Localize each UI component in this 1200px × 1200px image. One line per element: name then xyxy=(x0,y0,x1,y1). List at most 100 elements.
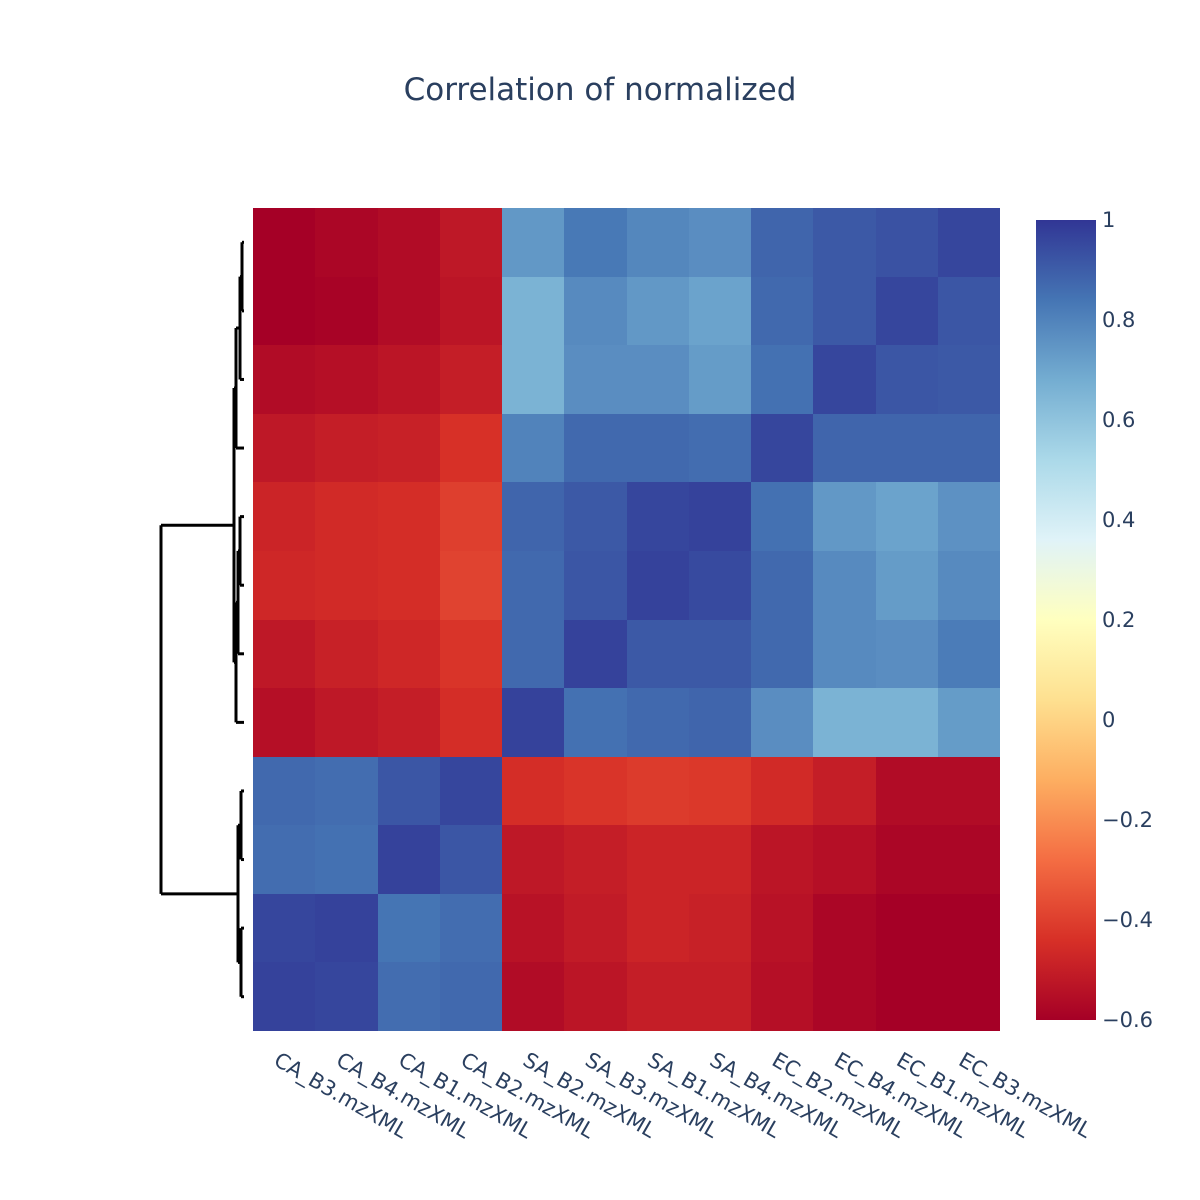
heatmap-cell xyxy=(689,688,751,757)
heatmap-cell xyxy=(751,277,813,345)
heatmap-cell xyxy=(813,894,876,962)
heatmap-cell xyxy=(751,757,813,825)
heatmap-cell xyxy=(253,825,315,894)
heatmap-cell xyxy=(378,894,440,962)
heatmap-cell xyxy=(502,551,564,620)
heatmap-cell xyxy=(813,345,876,414)
heatmap-cell xyxy=(315,825,378,894)
heatmap-cell xyxy=(564,620,627,688)
heatmap-cell xyxy=(440,825,502,894)
heatmap-cell xyxy=(813,620,876,688)
heatmap-cell xyxy=(627,208,689,277)
heatmap-cell xyxy=(938,482,1000,551)
heatmap-cell xyxy=(440,894,502,962)
heatmap-cell xyxy=(253,277,315,345)
heatmap-cell xyxy=(564,962,627,1031)
heatmap-cell xyxy=(253,962,315,1031)
heatmap-cell xyxy=(751,208,813,277)
heatmap-cell xyxy=(876,757,938,825)
heatmap-cell xyxy=(689,277,751,345)
heatmap-cell xyxy=(813,757,876,825)
heatmap-cell xyxy=(689,482,751,551)
heatmap-cell xyxy=(813,962,876,1031)
heatmap-cell xyxy=(440,208,502,277)
heatmap-cell xyxy=(315,688,378,757)
heatmap-cell xyxy=(876,482,938,551)
heatmap-cell xyxy=(938,414,1000,482)
heatmap-cell xyxy=(315,757,378,825)
heatmap-cell xyxy=(564,894,627,962)
heatmap-cell xyxy=(627,825,689,894)
heatmap-cell xyxy=(813,208,876,277)
heatmap-cell xyxy=(627,757,689,825)
heatmap-cell xyxy=(378,551,440,620)
colorbar-tick-label: 0.6 xyxy=(1102,408,1135,432)
colorbar: 1 0.8 0.6 0.4 0.2 0 −0.2 −0.4 −0.6 xyxy=(1036,208,1153,1032)
heatmap-cell xyxy=(502,208,564,277)
heatmap-cell xyxy=(876,277,938,345)
heatmap-cell xyxy=(627,551,689,620)
heatmap-cell xyxy=(378,825,440,894)
heatmap-cell xyxy=(876,414,938,482)
heatmap-cell xyxy=(689,757,751,825)
heatmap-cell xyxy=(564,345,627,414)
heatmap-cell xyxy=(315,962,378,1031)
colorbar-tick-label: 0 xyxy=(1102,708,1115,732)
heatmap-cell xyxy=(440,551,502,620)
heatmap-cell xyxy=(440,482,502,551)
heatmap-cell xyxy=(315,551,378,620)
heatmap-cell xyxy=(627,414,689,482)
heatmap-cell xyxy=(938,620,1000,688)
heatmap-cell xyxy=(502,482,564,551)
heatmap-cell xyxy=(440,688,502,757)
heatmap-cell xyxy=(253,414,315,482)
heatmap-cell xyxy=(378,482,440,551)
heatmap-cell xyxy=(813,414,876,482)
heatmap-cell xyxy=(502,345,564,414)
heatmap-cell xyxy=(689,962,751,1031)
heatmap-cell xyxy=(502,414,564,482)
heatmap-cell xyxy=(440,277,502,345)
heatmap-cell xyxy=(938,345,1000,414)
heatmap-cell xyxy=(378,414,440,482)
heatmap-cell xyxy=(751,551,813,620)
heatmap-cell xyxy=(564,482,627,551)
heatmap-cell xyxy=(751,962,813,1031)
heatmap-cell xyxy=(876,620,938,688)
heatmap-cell xyxy=(253,345,315,414)
chart-title: Correlation of normalized xyxy=(404,72,797,108)
heatmap-cell xyxy=(315,894,378,962)
heatmap-cell xyxy=(627,482,689,551)
heatmap-cell xyxy=(440,757,502,825)
heatmap-cell xyxy=(689,345,751,414)
heatmap-cell xyxy=(564,688,627,757)
heatmap-cell xyxy=(315,414,378,482)
heatmap-cell xyxy=(378,208,440,277)
heatmap-cell xyxy=(813,825,876,894)
colorbar-tick-labels: 1 0.8 0.6 0.4 0.2 0 −0.2 −0.4 −0.6 xyxy=(1102,208,1153,1032)
heatmap-cell xyxy=(378,620,440,688)
colorbar-tick-label: −0.2 xyxy=(1102,808,1153,832)
heatmap-cell xyxy=(876,894,938,962)
heatmap-cells xyxy=(253,208,1000,1031)
heatmap-cell xyxy=(315,208,378,277)
heatmap-cell xyxy=(689,894,751,962)
heatmap-cell xyxy=(627,620,689,688)
heatmap-cell xyxy=(502,620,564,688)
colorbar-tick-label: 1 xyxy=(1102,208,1115,232)
heatmap-cell xyxy=(751,688,813,757)
heatmap-cell xyxy=(876,345,938,414)
heatmap-cell xyxy=(938,551,1000,620)
heatmap-cell xyxy=(253,482,315,551)
heatmap-cell xyxy=(689,825,751,894)
heatmap-cell xyxy=(938,208,1000,277)
heatmap-cell xyxy=(689,551,751,620)
heatmap-cell xyxy=(938,825,1000,894)
heatmap-cell xyxy=(378,277,440,345)
heatmap-cell xyxy=(315,345,378,414)
heatmap-cell xyxy=(440,414,502,482)
heatmap-cell xyxy=(627,688,689,757)
heatmap-cell xyxy=(440,345,502,414)
heatmap-cell xyxy=(938,688,1000,757)
